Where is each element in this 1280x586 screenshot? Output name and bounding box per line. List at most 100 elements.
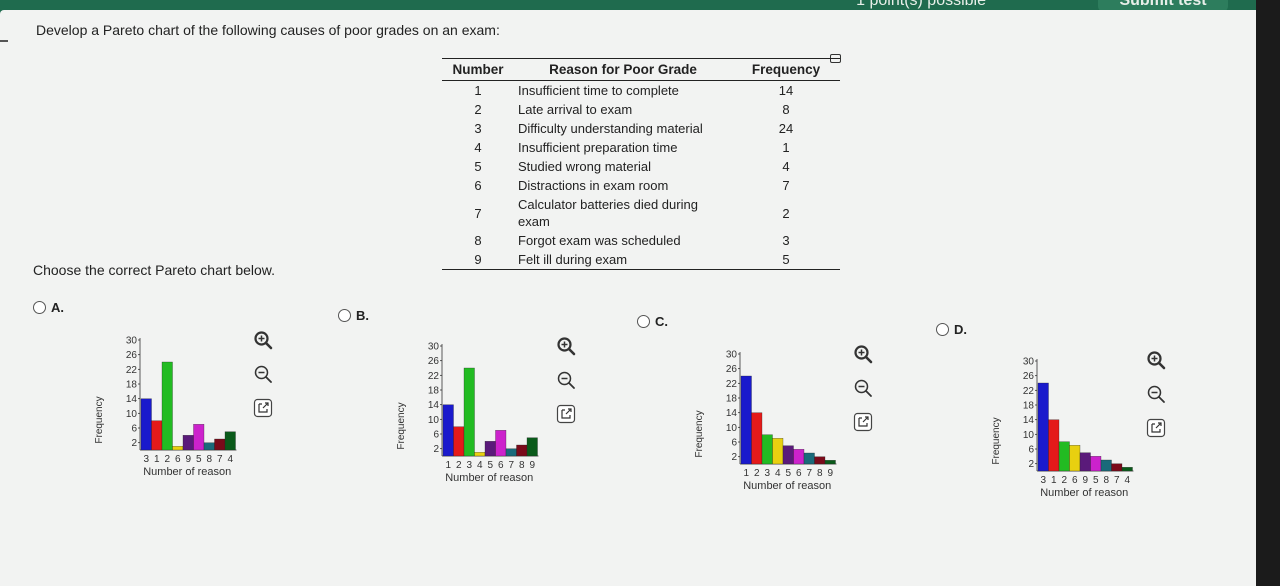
bar — [526, 437, 538, 457]
open-new-window-icon[interactable] — [253, 398, 273, 418]
y-tick-label: 22 — [126, 365, 138, 376]
y-tick-label: 18 — [126, 380, 138, 391]
x-tick-label: 6 — [1072, 475, 1078, 486]
x-tick-label: 6 — [796, 468, 802, 479]
row-number: 1 — [474, 83, 482, 98]
zoom-in-icon[interactable] — [853, 344, 873, 364]
bar — [442, 404, 454, 457]
y-tick-label: 26 — [726, 364, 738, 375]
y-tick-label: 2 — [433, 444, 439, 455]
bar — [161, 361, 173, 451]
row-number: 7 — [474, 205, 482, 221]
row-frequency: 4 — [782, 159, 790, 174]
x-tick-label: 4 — [227, 454, 233, 465]
x-axis-label: Number of reason — [143, 466, 231, 478]
option-b[interactable]: B. — [338, 308, 369, 323]
y-tick-label: 10 — [726, 423, 738, 434]
zoom-out-icon[interactable] — [853, 378, 873, 398]
y-tick-label: 30 — [126, 336, 138, 347]
y-tick-label: 14 — [1023, 415, 1035, 426]
row-reason: Forgot exam was scheduled — [518, 233, 681, 248]
bar — [140, 398, 152, 451]
row-frequency: 2 — [782, 205, 790, 221]
x-tick-label: 9 — [827, 468, 833, 479]
row-number: 5 — [474, 159, 482, 174]
option-d[interactable]: D. — [936, 322, 967, 337]
open-new-window-icon[interactable] — [1146, 418, 1166, 438]
x-tick-label: 2 — [456, 460, 462, 471]
y-tick-label: 2 — [131, 438, 137, 449]
bar — [172, 446, 184, 451]
chart-option-a: Frequency 30 26 22 18 14 10 6 2 3 1 2 6 9 5 8 7 4 Number o… — [90, 336, 250, 491]
zoom-in-icon[interactable] — [556, 336, 576, 356]
x-tick-label: 3 — [143, 454, 149, 465]
tools-option-a — [253, 330, 275, 432]
option-b-radio[interactable] — [338, 309, 351, 322]
table-row: 6 Distractions in exam room 7 — [442, 176, 840, 195]
zoom-out-icon[interactable] — [253, 364, 273, 384]
bar — [1111, 463, 1123, 472]
row-reason: Insufficient time to complete — [518, 83, 679, 98]
zoom-out-icon[interactable] — [556, 370, 576, 390]
y-tick-label: 30 — [428, 342, 440, 353]
row-frequency: 1 — [782, 140, 790, 155]
x-tick-label: 6 — [498, 460, 504, 471]
y-tick-label: 10 — [126, 409, 138, 420]
y-axis-label: Frequency — [694, 410, 705, 457]
table-row: 3 Difficulty understanding material 24 — [442, 119, 840, 138]
y-tick-label: 26 — [126, 350, 138, 361]
y-axis-label: Frequency — [94, 396, 105, 443]
data-table: Number Reason for Poor Grade Frequency 1… — [442, 58, 840, 270]
bar — [803, 452, 815, 465]
row-frequency: 24 — [778, 121, 794, 136]
x-tick-label: 8 — [206, 454, 212, 465]
row-frequency: 3 — [782, 233, 790, 248]
y-tick-label: 14 — [726, 408, 738, 419]
x-tick-label: 5 — [785, 468, 791, 479]
row-reason: Insufficient preparation time — [518, 140, 678, 155]
table-row: 7 Calculator batteries died during exam 2 — [442, 195, 840, 231]
divider — [0, 40, 8, 42]
row-frequency: 14 — [778, 83, 794, 98]
table-row: 2 Late arrival to exam 8 — [442, 100, 840, 119]
x-tick-label: 2 — [1061, 475, 1067, 486]
bar — [751, 412, 763, 465]
bar — [224, 431, 236, 451]
y-tick-label: 22 — [1023, 386, 1035, 397]
chart-option-c: Frequency 30 26 22 18 14 10 6 2 1 2 3 4 5 6 7 8 9 Number o… — [690, 350, 850, 505]
option-c-radio[interactable] — [637, 315, 650, 328]
option-b-label: B. — [356, 308, 369, 323]
row-reason: Distractions in exam room — [518, 178, 669, 193]
bar — [463, 367, 475, 457]
x-tick-label: 7 — [508, 460, 514, 471]
zoom-in-icon[interactable] — [1146, 350, 1166, 370]
y-axis-label: Frequency — [991, 417, 1002, 464]
option-c[interactable]: C. — [637, 314, 668, 329]
x-tick-label: 1 — [154, 454, 160, 465]
screen-edge — [1256, 0, 1280, 586]
option-a-radio[interactable] — [33, 301, 46, 314]
x-tick-label: 9 — [185, 454, 191, 465]
y-tick-label: 30 — [1023, 357, 1035, 368]
x-axis-label: Number of reason — [1040, 487, 1128, 499]
open-new-window-icon[interactable] — [853, 412, 873, 432]
bar — [1100, 459, 1112, 472]
y-tick-label: 6 — [1028, 445, 1034, 456]
x-tick-label: 3 — [764, 468, 770, 479]
x-tick-label: 7 — [217, 454, 223, 465]
bar — [814, 456, 826, 465]
option-a[interactable]: A. — [33, 300, 64, 315]
bar — [214, 438, 226, 451]
x-tick-label: 5 — [1093, 475, 1099, 486]
row-reason: Difficulty understanding material — [518, 121, 703, 136]
bar — [453, 426, 465, 457]
option-d-radio[interactable] — [936, 323, 949, 336]
open-new-window-icon[interactable] — [556, 404, 576, 424]
y-tick-label: 2 — [731, 452, 737, 463]
submit-test-button[interactable]: Submit test — [1098, 0, 1228, 12]
zoom-out-icon[interactable] — [1146, 384, 1166, 404]
x-tick-label: 2 — [164, 454, 170, 465]
y-tick-label: 2 — [1028, 459, 1034, 470]
zoom-in-icon[interactable] — [253, 330, 273, 350]
